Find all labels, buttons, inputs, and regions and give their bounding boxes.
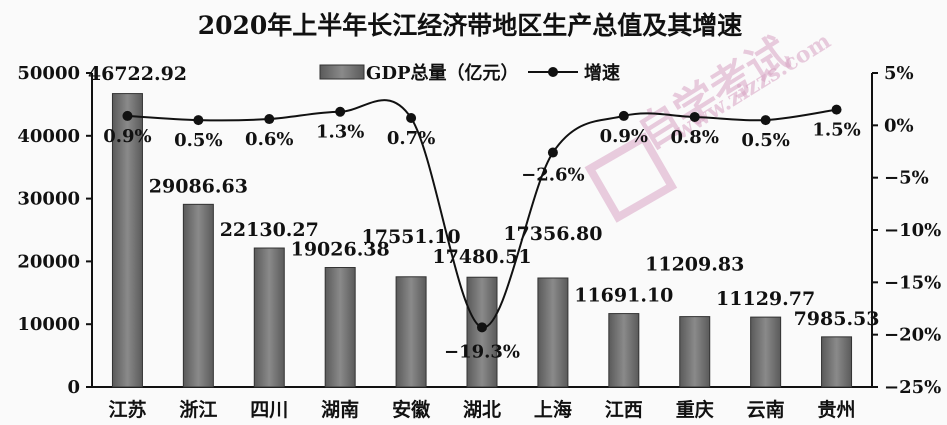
category-label: 云南 [747, 399, 785, 421]
category-label: 安徽 [392, 398, 431, 421]
left-tick-label: 0 [67, 377, 80, 398]
legend-line-marker [548, 67, 558, 77]
left-tick-label: 30000 [17, 189, 80, 210]
gdp-value-label: 29086.63 [149, 175, 248, 197]
right-tick-label: −25% [884, 377, 941, 398]
growth-value-label: −2.6% [521, 165, 585, 186]
gdp-value-label: 19026.38 [291, 239, 390, 261]
gdp-bar [324, 267, 356, 388]
category-labels: 江苏 浙江 四川 湖南 安徽 湖北 上海 江西 重庆 云南 贵州 [108, 398, 855, 421]
growth-value-label: 0.6% [245, 129, 293, 150]
gdp-bar [750, 316, 782, 388]
gdp-bar [537, 277, 569, 388]
gdp-value-label: 11129.77 [716, 288, 815, 310]
left-tick-label: 50000 [17, 63, 80, 84]
right-tick-label: −5% [884, 168, 929, 189]
growth-point [618, 110, 629, 121]
gdp-value-label: 11691.10 [574, 285, 673, 307]
category-label: 江西 [605, 399, 643, 421]
right-tick-label: 0% [884, 115, 914, 136]
legend: GDP总量（亿元） 增速 [319, 62, 620, 84]
growth-point [689, 111, 700, 122]
category-label: 湖南 [321, 399, 359, 421]
growth-point [760, 115, 771, 126]
growth-value-label: −19.3% [444, 341, 520, 362]
gdp-value-label: 11209.83 [645, 254, 744, 276]
gdp-bar [182, 203, 214, 388]
watermark-logo-icon [584, 132, 678, 223]
growth-point [477, 322, 487, 333]
category-label: 湖北 [463, 399, 501, 421]
watermark: 自学考试 www.zizzs.com [584, 28, 835, 223]
left-tick-label: 40000 [17, 126, 80, 147]
legend-bar-label: GDP总量（亿元） [366, 62, 519, 84]
growth-point [122, 110, 133, 121]
category-label: 上海 [534, 398, 572, 421]
gdp-value-label: 22130.27 [220, 219, 319, 241]
category-label: 重庆 [676, 398, 714, 421]
growth-point [831, 104, 842, 115]
gdp-bar [679, 316, 711, 388]
right-axis-ticks: −25% −20% −15% −10% −5% 0% 5% [872, 63, 941, 398]
growth-point [264, 114, 275, 125]
chart-title: 2020年上半年长江经济带地区生产总值及其增速 [198, 11, 743, 40]
growth-point [406, 113, 417, 124]
growth-value-label: 1.5% [812, 120, 860, 141]
legend-line-label: 增速 [584, 62, 620, 84]
left-axis-ticks: 0 10000 20000 30000 40000 50000 [17, 63, 92, 398]
growth-point [193, 115, 204, 126]
gdp-bar [111, 93, 143, 388]
gdp-bar [395, 276, 427, 388]
gdp-bar [821, 336, 853, 388]
category-label: 江苏 [108, 398, 146, 421]
growth-point [547, 147, 558, 158]
growth-value-label: 0.9% [600, 126, 648, 147]
legend-bar-swatch [319, 64, 365, 80]
bar-series: 46722.92 29086.63 22130.2719026.3817551.10… [88, 63, 880, 388]
gdp-value-label: 17551.10 [362, 226, 461, 248]
growth-value-label: 0.5% [741, 130, 789, 151]
right-tick-label: −15% [884, 272, 941, 293]
category-label: 浙江 [179, 398, 217, 421]
growth-value-label: 0.5% [174, 130, 222, 151]
growth-value-label: 0.7% [387, 128, 435, 149]
left-tick-label: 10000 [17, 314, 80, 335]
growth-value-label: 0.9% [103, 126, 151, 147]
right-tick-label: −20% [884, 325, 941, 346]
growth-value-label: 0.8% [671, 127, 719, 148]
gdp-value-label: 7985.53 [794, 308, 880, 330]
growth-point [335, 106, 346, 117]
growth-line-series: 0.9% 0.5% 0.6% 1.3% 0.7% −19.3% −2.6% 0.9% 0.8% 0… [103, 99, 861, 362]
gdp-bar [253, 247, 285, 388]
category-label: 贵州 [818, 399, 856, 421]
gdp-bar [608, 313, 640, 388]
left-tick-label: 20000 [17, 251, 80, 272]
right-tick-label: −10% [884, 220, 941, 241]
gdp-value-label: 46722.92 [88, 63, 187, 85]
gdp-value-label: 17356.80 [503, 223, 602, 245]
category-label: 四川 [250, 399, 288, 421]
gdp-value-label: 17480.51 [432, 246, 531, 268]
growth-value-label: 1.3% [316, 122, 364, 143]
right-tick-label: 5% [884, 63, 914, 84]
